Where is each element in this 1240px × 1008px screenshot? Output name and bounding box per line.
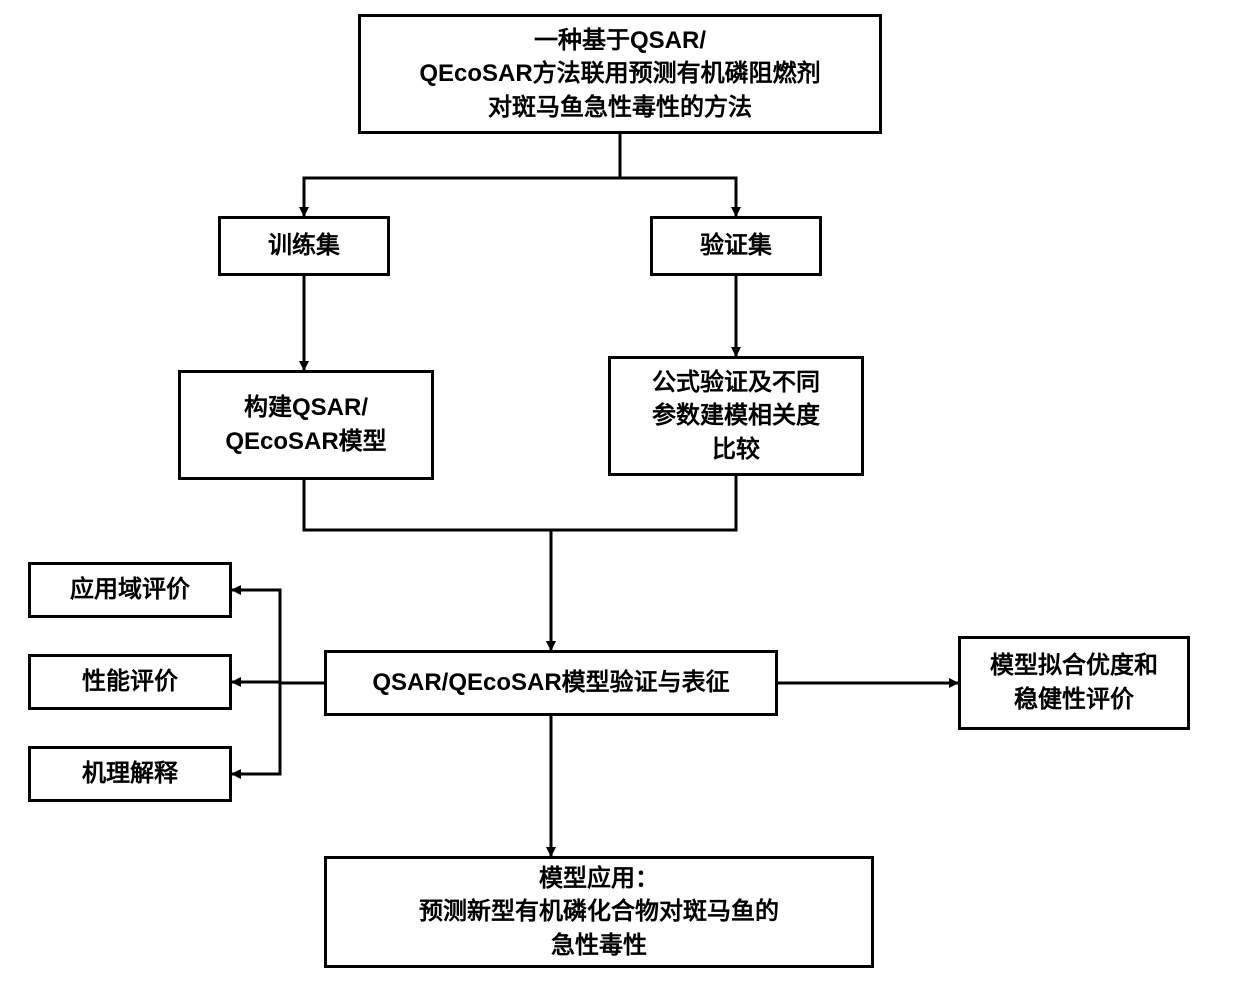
box-verify: QSAR/QEcoSAR模型验证与表征	[324, 650, 778, 716]
arrow-verify-to-perf	[232, 682, 324, 683]
arrow-title-to-train	[304, 134, 620, 216]
arrow-title-to-valid	[620, 134, 736, 216]
arrow-verify-to-domain	[232, 590, 324, 683]
box-fit: 模型拟合优度和稳健性评价	[958, 636, 1190, 730]
box-build: 构建QSAR/QEcoSAR模型	[178, 370, 434, 480]
box-perf: 性能评价	[28, 654, 232, 710]
box-mech: 机理解释	[28, 746, 232, 802]
box-train: 训练集	[218, 216, 390, 276]
arrow-build-to-verify	[304, 480, 551, 650]
arrow-formula-to-verify	[551, 476, 736, 650]
box-domain: 应用域评价	[28, 562, 232, 618]
arrow-verify-to-mech	[232, 683, 324, 774]
box-valid: 验证集	[650, 216, 822, 276]
box-apply: 模型应用：预测新型有机磷化合物对斑马鱼的急性毒性	[324, 856, 874, 968]
box-formula: 公式验证及不同参数建模相关度比较	[608, 356, 864, 476]
box-title: 一种基于QSAR/QEcoSAR方法联用预测有机磷阻燃剂对斑马鱼急性毒性的方法	[358, 14, 882, 134]
